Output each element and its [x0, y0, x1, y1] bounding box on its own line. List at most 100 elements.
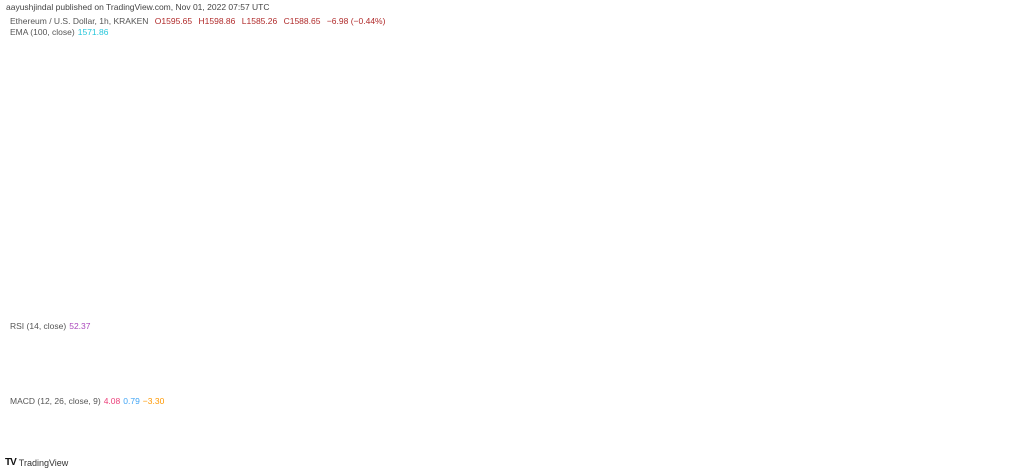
- rsi-tick-label: 40.00: [990, 374, 1011, 383]
- price-tick-label: 1550.00: [990, 116, 1019, 125]
- candle-up: [718, 85, 723, 99]
- time-tick-label: 29: [433, 440, 441, 449]
- candle-up: [167, 170, 172, 182]
- candle-up: [633, 90, 638, 95]
- candle-down: [37, 276, 42, 286]
- candle-down: [695, 105, 700, 111]
- ohlc-change: −6.98 (−0.44%): [326, 16, 386, 26]
- time-tick-label: 12:00: [474, 440, 493, 449]
- candle-down: [98, 276, 103, 279]
- price-tick-label: 1300.00: [990, 310, 1019, 319]
- price-tick-label: 1425.00: [990, 213, 1019, 222]
- macd-signal-value: −3.30: [142, 396, 165, 406]
- rsi-label: RSI (14, close): [10, 321, 67, 331]
- candle-down: [335, 139, 340, 150]
- candle-down: [458, 88, 462, 93]
- candle-up: [243, 104, 248, 112]
- time-tick-label: 12:00: [290, 440, 309, 449]
- price-tick-label: 1475.00: [990, 178, 1019, 187]
- candle-up: [129, 212, 134, 237]
- candle-up: [450, 88, 455, 91]
- fib-level-label: 1(1485.89): [944, 159, 983, 168]
- candle-up: [442, 90, 447, 112]
- candle-up: [572, 80, 577, 83]
- ema-legend[interactable]: EMA (100, close) 1571.86: [10, 27, 108, 37]
- candle-up: [679, 106, 684, 108]
- candle-down: [503, 52, 508, 58]
- trendline-ascending: [377, 100, 790, 171]
- candle-up: [656, 62, 661, 94]
- level-price-badge: [987, 254, 1018, 265]
- candle-up: [465, 59, 470, 93]
- candle-up: [603, 83, 608, 92]
- price-tick-label: 1450.00: [990, 193, 1019, 202]
- candle-down: [251, 104, 256, 110]
- candle-up: [435, 111, 440, 114]
- fib-level-label: 1.618(1375.71): [929, 245, 984, 254]
- publisher-credit: aayushjindal published on TradingView.co…: [6, 2, 270, 12]
- candle-down: [197, 133, 202, 137]
- ema-value: 1571.86: [77, 27, 109, 37]
- candle-up: [52, 278, 57, 285]
- time-tick-label: 30: [525, 440, 533, 449]
- candle-up: [159, 181, 164, 190]
- rsi-value: 52.37: [69, 321, 91, 331]
- candle-up: [588, 88, 593, 91]
- time-tick-label: 12:00: [657, 440, 676, 449]
- ohlc-low: L1585.26: [241, 16, 278, 26]
- candle-down: [580, 80, 585, 91]
- candle-up: [60, 275, 65, 279]
- tradingview-logo[interactable]: TV TradingView: [5, 457, 68, 468]
- candle-down: [220, 100, 225, 116]
- time-tick-label: 12:00: [933, 440, 952, 449]
- price-tick-label: 1625.00: [990, 57, 1019, 66]
- currency-label: USD: [990, 17, 1007, 26]
- candle-down: [565, 76, 570, 83]
- candle-down: [106, 278, 111, 281]
- ema-label: EMA (100, close): [10, 27, 75, 37]
- level-price-badge-label: 1319.76: [989, 294, 1018, 303]
- support-zone: [202, 112, 988, 121]
- fib-level-label: 0.5(1575.03): [938, 90, 984, 99]
- macd-tick-label: 0.00: [990, 421, 1006, 430]
- symbol-title[interactable]: Ethereum / U.S. Dollar, 1h, KRAKEN: [10, 16, 149, 26]
- candle-up: [358, 154, 363, 159]
- symbol-legend: Ethereum / U.S. Dollar, 1h, KRAKEN O1595…: [10, 16, 385, 26]
- tradingview-logo-mark: TV: [5, 457, 17, 468]
- forecast-arrow: [755, 79, 774, 96]
- candle-down: [6, 282, 11, 285]
- macd-legend[interactable]: MACD (12, 26, close, 9) 4.08 0.79 −3.30: [10, 396, 164, 406]
- candle-down: [526, 71, 531, 74]
- candle-up: [312, 115, 317, 120]
- rsi-legend[interactable]: RSI (14, close) 52.37: [10, 321, 91, 331]
- level-price-badge-label: 1484.31: [989, 167, 1018, 176]
- candle-down: [412, 107, 417, 114]
- time-tick-label: 12:00: [106, 440, 125, 449]
- candle-down: [649, 88, 654, 94]
- candle-up: [266, 110, 271, 112]
- price-tick-label: 1400.00: [990, 232, 1019, 241]
- time-tick-label: 2: [802, 440, 806, 449]
- time-tick-label: 26: [157, 440, 165, 449]
- candle-up: [710, 98, 715, 106]
- time-tick-label: 12:00: [565, 440, 584, 449]
- price-tick-label: 1350.00: [990, 271, 1019, 280]
- candle-down: [511, 57, 516, 60]
- fib-level-label: 0.618(1553.99): [929, 107, 984, 116]
- candle-down: [473, 59, 478, 64]
- candle-up: [174, 168, 179, 171]
- candle-up: [90, 276, 95, 279]
- candle-down: [488, 57, 493, 63]
- rsi-tick-label: 80.00: [990, 333, 1011, 342]
- candle-down: [205, 136, 210, 143]
- time-tick-label: 12:00: [749, 440, 768, 449]
- time-tick-label: 12:00: [841, 440, 860, 449]
- candle-up: [14, 278, 19, 285]
- trendline-descending: [504, 29, 771, 74]
- candle-up: [389, 142, 394, 159]
- candle-down: [144, 167, 149, 176]
- candle-up: [641, 88, 646, 91]
- candle-up: [702, 105, 707, 111]
- chart-frame: [3, 13, 1020, 453]
- candle-up: [320, 108, 325, 116]
